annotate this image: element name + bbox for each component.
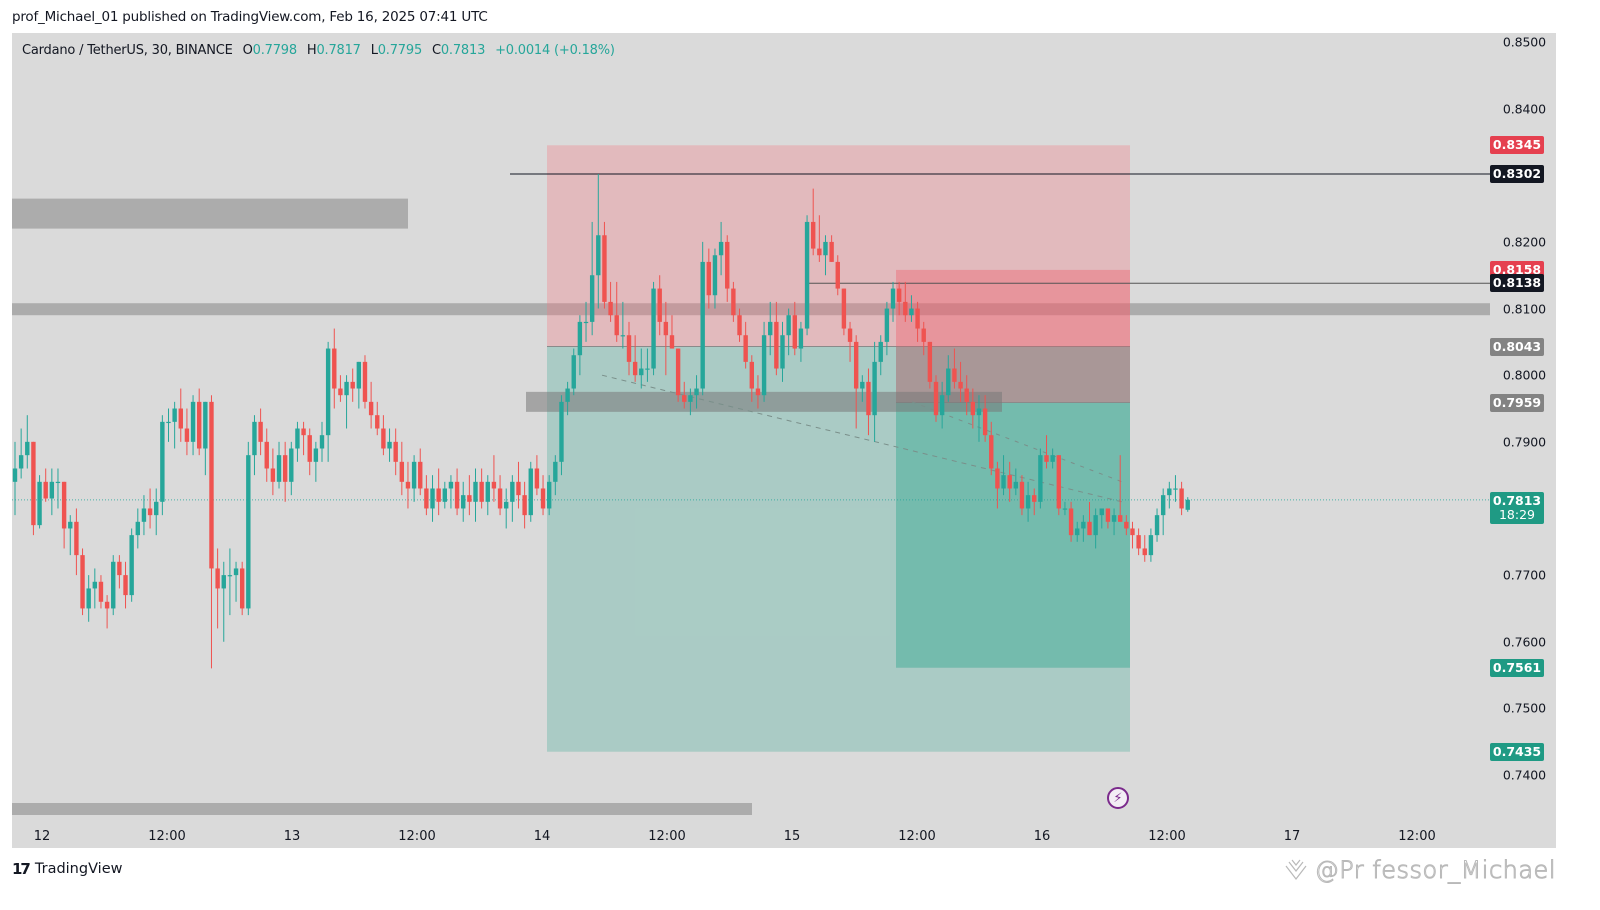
- chart-frame: Cardano / TetherUS, 30, BINANCE O0.7798 …: [12, 33, 1556, 848]
- low-value: 0.7795: [377, 43, 423, 58]
- time-axis-label: 12: [33, 829, 51, 844]
- chart-plot-area[interactable]: Cardano / TetherUS, 30, BINANCE O0.7798 …: [12, 33, 1490, 823]
- candlestick-chart: [12, 145, 1490, 752]
- price-tag: 0.7435: [1490, 742, 1544, 761]
- bar-countdown: 18:29: [1498, 506, 1536, 522]
- price-axis-label: 0.7500: [1502, 700, 1546, 716]
- tradingview-logo-icon: 17: [12, 860, 31, 878]
- price-axis-label: 0.8200: [1502, 234, 1546, 250]
- price-tag: 0.7561: [1490, 658, 1544, 677]
- time-axis-label: 13: [283, 829, 301, 844]
- brand-name: TradingView: [34, 861, 123, 877]
- price-axis-label: 0.7400: [1502, 767, 1546, 783]
- publisher-line: prof_Michael_01 published on TradingView…: [12, 9, 488, 25]
- time-axis-label: 14: [533, 829, 551, 844]
- diamond-watermark-icon: [1285, 859, 1307, 880]
- time-axis[interactable]: 12 12:00 13 12:00 14 12:00 15 12:00 16 12:00 17 12:…: [12, 823, 1490, 848]
- time-axis-label: 12:00: [898, 829, 936, 844]
- high-label: H: [306, 43, 317, 58]
- price-tag: 0.8345: [1490, 136, 1544, 155]
- low-label: L: [370, 43, 378, 58]
- open-label: O: [242, 43, 253, 58]
- price-axis-label: 0.8000: [1502, 367, 1546, 383]
- stop-loss-zone: [547, 145, 1130, 347]
- time-axis-label: 12:00: [148, 829, 186, 844]
- price-axis-label: 0.8500: [1502, 34, 1546, 50]
- time-axis-label: 12:00: [398, 829, 436, 844]
- symbol-name: Cardano / TetherUS, 30, BINANCE: [22, 43, 233, 58]
- price-tag: 0.7959: [1490, 393, 1544, 412]
- symbol-legend: Cardano / TetherUS, 30, BINANCE O0.7798 …: [22, 43, 615, 58]
- change-value: +0.0014 (+0.18%): [495, 43, 615, 58]
- price-axis-label: 0.8400: [1502, 101, 1546, 117]
- time-axis-label: 17: [1283, 829, 1301, 844]
- price-axis[interactable]: 0.8500 0.8400 0.8200 0.8100 0.8000 0.7900 0.77…: [1490, 33, 1556, 848]
- time-axis-label: 12:00: [1398, 829, 1436, 844]
- last-price-tag: 0.7813 18:29: [1490, 491, 1544, 524]
- close-value: 0.7813: [440, 43, 486, 58]
- open-value: 0.7798: [252, 43, 297, 58]
- last-price-value: 0.7813: [1492, 492, 1542, 508]
- price-axis-label: 0.7600: [1502, 634, 1546, 650]
- watermark: @Pr fessor_Michael: [1283, 856, 1556, 885]
- close-label: C: [431, 43, 441, 58]
- time-axis-label: 12:00: [1148, 829, 1186, 844]
- high-value: 0.7817: [316, 43, 361, 58]
- time-axis-label: 16: [1033, 829, 1051, 844]
- price-tag: 0.8043: [1490, 337, 1544, 356]
- time-axis-label: 15: [783, 829, 801, 844]
- gray-zone-upper: [12, 198, 408, 229]
- price-tag: 0.8302: [1490, 164, 1544, 183]
- price-axis-label: 0.7700: [1502, 567, 1546, 583]
- lightning-bolt-icon[interactable]: ⚡: [1107, 787, 1129, 809]
- price-axis-label: 0.7900: [1502, 434, 1546, 450]
- take-profit-zone: [547, 346, 1130, 752]
- gray-zone-mid: [12, 303, 1490, 316]
- stop-loss-zone: [896, 269, 1130, 403]
- price-axis-label: 0.8100: [1502, 301, 1546, 317]
- tradingview-brand: 17 TradingView: [12, 860, 122, 878]
- price-tag: 0.8138: [1490, 274, 1544, 293]
- watermark-text: @Pr fessor_Michael: [1314, 856, 1556, 885]
- time-axis-label: 12:00: [648, 829, 686, 844]
- horizontal-scrollbar[interactable]: [12, 803, 752, 815]
